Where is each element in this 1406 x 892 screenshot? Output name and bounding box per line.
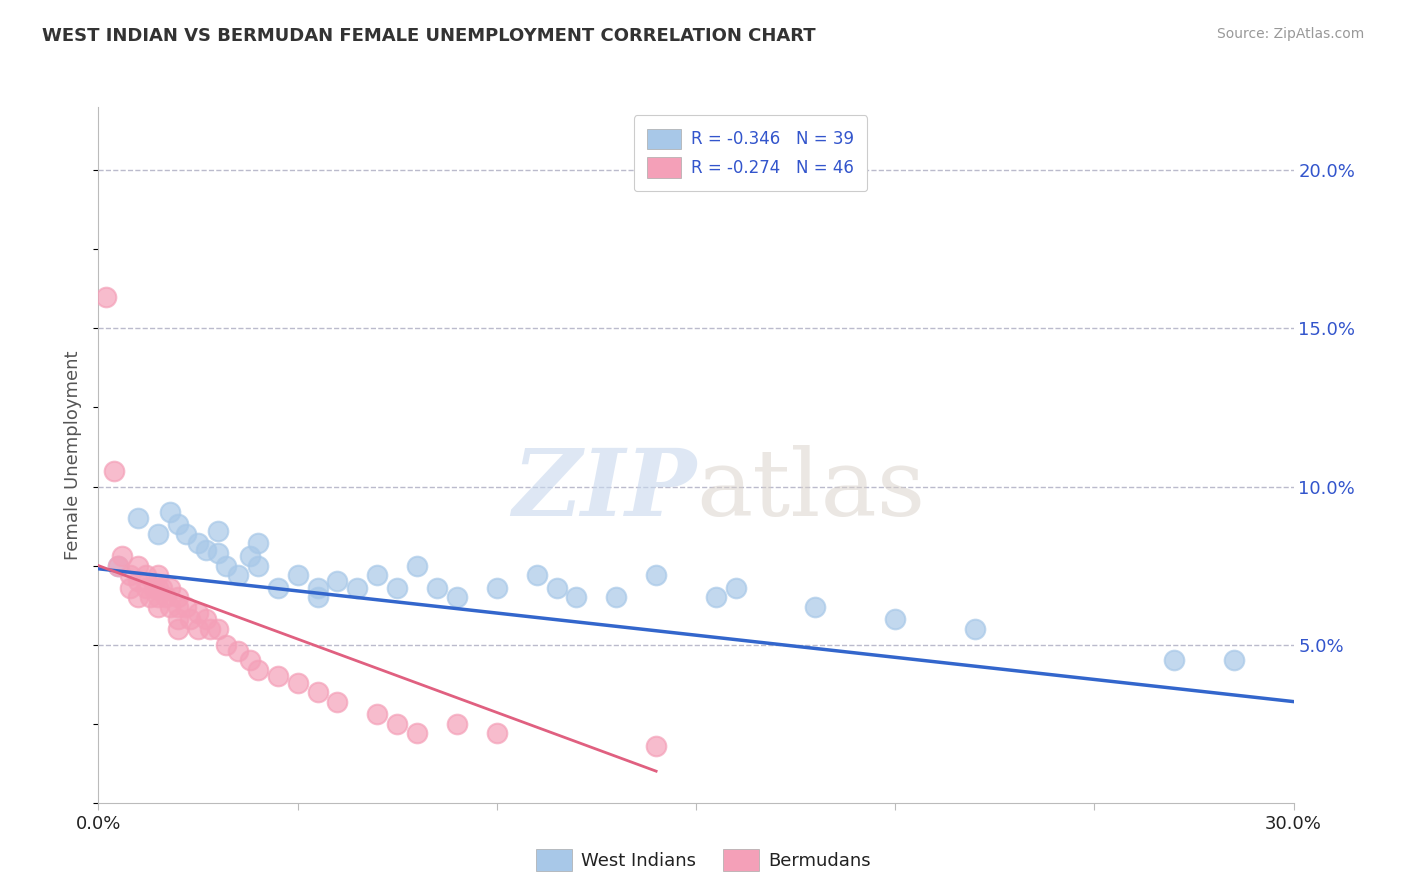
Point [884,612,907,626]
Point [1222,653,1246,667]
Point [120,581,142,595]
Point [704,591,727,605]
Point [167,622,190,636]
Point [1163,653,1185,667]
Point [139,591,162,605]
Point [267,581,290,595]
Point [103,464,125,478]
Text: atlas: atlas [696,445,925,534]
Legend: West Indians, Bermudans: West Indians, Bermudans [529,842,877,879]
Point [215,558,238,573]
Point [485,726,508,740]
Point [155,591,177,605]
Y-axis label: Female Unemployment: Female Unemployment [65,351,83,559]
Point [179,612,201,626]
Point [385,581,409,595]
Point [485,581,508,595]
Point [385,716,409,731]
Point [246,558,269,573]
Point [187,622,209,636]
Point [326,574,349,589]
Point [198,622,221,636]
Point [96,290,118,304]
Point [167,517,190,532]
Point [127,558,149,573]
Point [207,622,229,636]
Point [446,716,468,731]
Point [143,581,166,595]
Point [187,606,209,620]
Point [226,568,249,582]
Point [246,663,269,677]
Point [174,599,197,614]
Point [167,591,190,605]
Point [111,549,134,563]
Point [307,581,329,595]
Point [127,591,149,605]
Point [326,695,349,709]
Text: ZIP: ZIP [512,445,696,534]
Legend: R = -0.346   N = 39, R = -0.274   N = 46: R = -0.346 N = 39, R = -0.274 N = 46 [634,115,868,191]
Point [159,599,181,614]
Point [167,612,190,626]
Point [645,739,668,753]
Point [565,591,588,605]
Point [127,574,149,589]
Point [195,542,218,557]
Point [446,591,468,605]
Text: Source: ZipAtlas.com: Source: ZipAtlas.com [1216,27,1364,41]
Point [135,568,157,582]
Point [107,558,129,573]
Point [267,669,290,683]
Point [366,568,388,582]
Point [645,568,668,582]
Point [724,581,747,595]
Point [195,612,218,626]
Point [148,527,170,541]
Point [135,581,157,595]
Point [287,568,309,582]
Point [148,568,170,582]
Point [107,558,129,573]
Point [159,581,181,595]
Point [150,581,173,595]
Point [207,546,229,560]
Point [406,558,429,573]
Point [963,622,986,636]
Point [148,591,170,605]
Point [526,568,548,582]
Point [307,591,329,605]
Point [406,726,429,740]
Point [804,599,827,614]
Point [239,653,262,667]
Point [426,581,449,595]
Point [226,644,249,658]
Point [366,707,388,722]
Point [159,505,181,519]
Point [215,638,238,652]
Point [187,536,209,550]
Point [287,675,309,690]
Point [148,599,170,614]
Point [207,524,229,538]
Point [605,591,627,605]
Text: WEST INDIAN VS BERMUDAN FEMALE UNEMPLOYMENT CORRELATION CHART: WEST INDIAN VS BERMUDAN FEMALE UNEMPLOYM… [42,27,815,45]
Point [127,511,149,525]
Point [120,568,142,582]
Point [246,536,269,550]
Point [307,685,329,699]
Point [546,581,568,595]
Point [346,581,368,595]
Point [148,581,170,595]
Point [239,549,262,563]
Point [167,599,190,614]
Point [174,527,197,541]
